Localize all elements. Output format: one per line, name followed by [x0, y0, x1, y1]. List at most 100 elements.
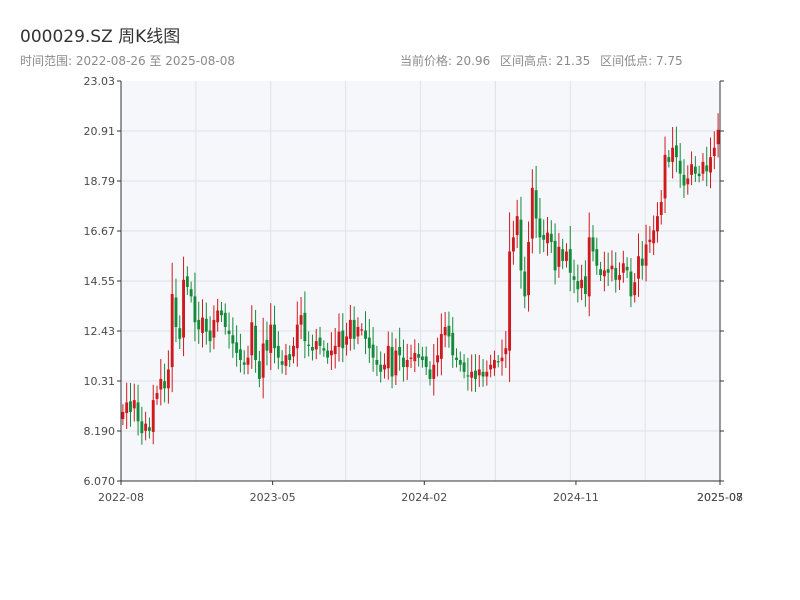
x-axis-ticks: 2022-08 2023-05 2024-02 2024-11 2025-072025-…: [98, 481, 743, 504]
candle-body: [329, 350, 333, 356]
candle: [576, 264, 580, 303]
candle: [602, 251, 606, 292]
candle-body: [155, 393, 159, 399]
candle-body: [257, 361, 261, 379]
candle: [504, 330, 508, 368]
candle-body: [428, 369, 432, 379]
candle-body: [159, 378, 163, 390]
range-low-label: 区间低点: 7.75: [600, 54, 683, 68]
candle-body: [515, 216, 519, 236]
candle: [208, 316, 212, 353]
candle: [364, 311, 367, 355]
candle-body: [591, 237, 595, 252]
candle-body: [538, 218, 542, 238]
candle-body: [557, 246, 561, 267]
candle-body: [489, 364, 493, 370]
candle-body: [178, 328, 182, 339]
candle-body: [390, 347, 394, 377]
candle-body: [212, 319, 216, 338]
candle: [288, 345, 292, 368]
candle-body: [553, 240, 557, 271]
candle: [489, 354, 493, 378]
candle: [640, 241, 644, 280]
candle: [398, 327, 402, 371]
candle: [185, 266, 189, 295]
candle-body: [542, 235, 546, 240]
x-tick-label: 2025-08: [697, 491, 743, 504]
candle: [379, 351, 383, 383]
candle: [614, 252, 618, 293]
candle: [508, 212, 512, 382]
candle: [352, 306, 356, 350]
candle: [652, 215, 656, 256]
candle-body: [326, 350, 330, 358]
candle: [697, 165, 701, 183]
candle: [424, 346, 428, 376]
candle-body: [311, 347, 314, 351]
candle-body: [511, 237, 515, 252]
candle: [443, 311, 447, 348]
candle: [447, 311, 451, 348]
candle-body: [561, 249, 565, 261]
candle: [132, 383, 136, 422]
candle: [633, 273, 637, 303]
candle: [220, 301, 223, 322]
candle-body: [341, 330, 345, 349]
candle-body: [295, 324, 299, 349]
candle: [712, 131, 716, 170]
candle: [542, 219, 546, 253]
candle-body: [716, 129, 720, 145]
candle-body: [621, 263, 625, 273]
candle: [223, 303, 227, 335]
y-tick-label: 10.31: [84, 375, 116, 388]
candle-body: [648, 239, 652, 243]
candle-body: [345, 336, 349, 345]
current-price-label: 当前价格: 20.96: [400, 54, 491, 68]
candle-body: [606, 269, 610, 273]
candle-body: [678, 160, 682, 174]
candle-body: [250, 322, 254, 356]
candle-body: [360, 329, 364, 331]
candle: [621, 250, 625, 283]
candle: [659, 190, 663, 225]
y-tick-label: 14.55: [84, 275, 116, 288]
candle: [686, 165, 690, 195]
candle-body: [386, 345, 390, 369]
candle-body: [420, 356, 424, 361]
candle-body: [519, 219, 523, 271]
candle: [201, 299, 204, 348]
candle-body: [633, 282, 637, 296]
candle: [485, 360, 489, 386]
candle-body: [477, 369, 481, 376]
candle: [144, 411, 148, 441]
candle: [341, 313, 345, 363]
candle-body: [129, 401, 132, 412]
candle: [193, 272, 197, 342]
candle: [212, 305, 216, 350]
candle: [276, 331, 280, 370]
candle-body: [151, 400, 155, 432]
candle: [561, 238, 565, 270]
candle-body: [401, 357, 405, 368]
candle: [383, 353, 386, 379]
candle-body: [659, 201, 663, 215]
candle: [637, 233, 640, 297]
candle: [216, 298, 220, 332]
candle: [477, 354, 481, 387]
candle: [690, 151, 694, 186]
candle-body: [580, 279, 584, 289]
candle: [155, 385, 159, 405]
candle: [174, 278, 178, 343]
candle: [140, 406, 144, 445]
x-tick-label: 2022-08: [98, 491, 144, 504]
candle-body: [413, 352, 417, 362]
candle-body: [284, 355, 288, 366]
candle-body: [216, 310, 220, 323]
candle-body: [231, 335, 235, 344]
candle: [405, 343, 409, 381]
candle-body: [432, 364, 436, 379]
candle: [159, 359, 163, 406]
candle-body: [451, 332, 455, 356]
candle: [474, 354, 477, 393]
